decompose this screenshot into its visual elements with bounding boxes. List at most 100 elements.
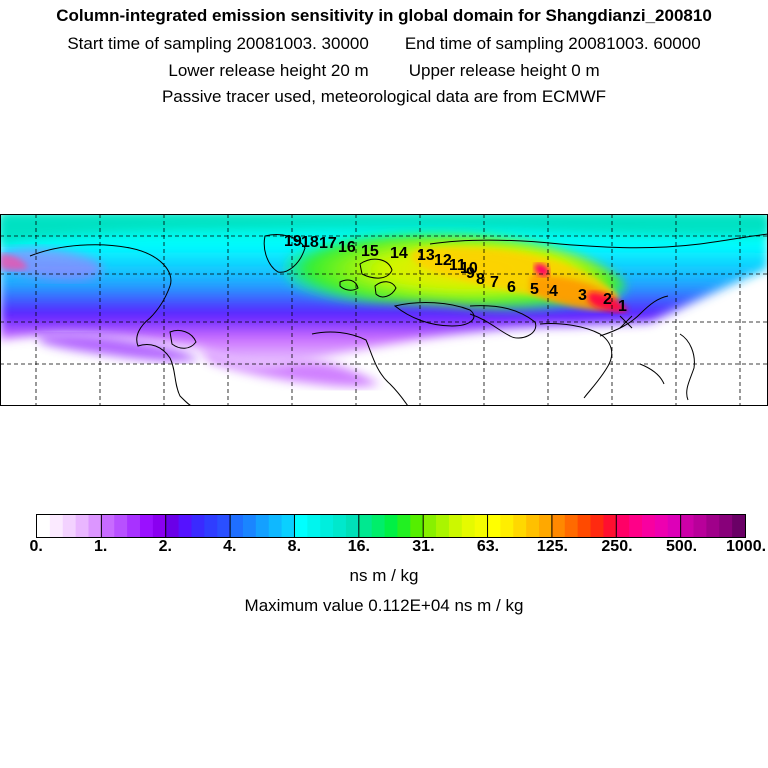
color-swatch xyxy=(307,515,321,537)
color-swatch xyxy=(526,515,540,537)
color-scale-tick-label: 250. xyxy=(601,538,633,555)
trajectory-label-10: 10 xyxy=(460,260,478,277)
color-swatch xyxy=(345,515,360,537)
color-swatch xyxy=(178,515,193,537)
color-scale-tick-label: 16. xyxy=(347,538,370,555)
trajectory-label-12: 12 xyxy=(434,252,452,269)
trajectory-label-6: 6 xyxy=(507,279,516,296)
color-scale-tick-label: 31. xyxy=(412,538,435,555)
trajectory-label-11: 11 xyxy=(449,257,466,274)
color-swatch xyxy=(577,515,592,537)
tracer-note: Passive tracer used, meteorological data… xyxy=(161,87,607,106)
color-swatch xyxy=(152,515,167,537)
trajectory-label-16: 16 xyxy=(338,239,356,256)
color-swatch xyxy=(114,515,128,537)
trajectory-label-3: 3 xyxy=(578,287,587,304)
color-swatch xyxy=(255,515,270,537)
station-marker xyxy=(619,315,633,329)
color-swatch xyxy=(732,515,746,537)
color-swatch xyxy=(165,515,180,537)
color-swatch xyxy=(654,515,669,537)
trajectory-label-14: 14 xyxy=(390,245,408,262)
lower-release-label: Lower release height 20 m xyxy=(168,61,369,80)
color-swatch xyxy=(603,515,617,537)
color-swatch xyxy=(230,515,244,537)
color-swatch xyxy=(564,515,579,537)
color-swatch xyxy=(667,515,682,537)
color-swatch xyxy=(680,515,695,537)
color-swatch xyxy=(642,515,656,537)
trajectory-label-5: 5 xyxy=(530,281,539,298)
trajectory-label-8: 8 xyxy=(476,271,485,288)
trajectory-label-17: 17 xyxy=(319,235,337,252)
color-swatch xyxy=(461,515,476,537)
color-swatch xyxy=(397,515,411,537)
color-swatch xyxy=(448,515,463,537)
color-scale-swatches xyxy=(36,514,746,538)
color-swatch xyxy=(616,515,630,537)
trajectory-label-15: 15 xyxy=(361,243,379,260)
color-scale-tick-label: 4. xyxy=(223,538,237,555)
color-swatch xyxy=(139,515,154,537)
color-swatch xyxy=(706,515,720,537)
color-swatch xyxy=(358,515,373,537)
color-scale-tick-label: 63. xyxy=(476,538,500,555)
trajectory-label-13: 13 xyxy=(417,247,435,264)
maximum-value-label: Maximum value 0.112E+04 ns m / kg xyxy=(244,596,524,615)
color-swatch xyxy=(88,515,102,537)
color-swatch xyxy=(37,515,51,537)
color-swatch xyxy=(101,515,115,537)
trajectory-label-18: 18 xyxy=(301,234,319,251)
color-swatch xyxy=(384,515,399,537)
color-scale-tick-label: 0. xyxy=(29,538,43,555)
release-heights: Lower release height 20 m Upper release h… xyxy=(0,61,768,81)
color-scale-frame xyxy=(36,514,746,538)
trajectory-label-4: 4 xyxy=(549,283,558,300)
color-scale-bar xyxy=(36,514,746,538)
color-swatch xyxy=(294,515,308,537)
start-time-label: Start time of sampling 20081003. 30000 xyxy=(67,34,369,53)
trajectory-label-19: 19 xyxy=(284,233,302,250)
color-swatch xyxy=(423,515,437,537)
color-swatch xyxy=(204,515,218,537)
color-swatch xyxy=(487,515,502,537)
color-swatch xyxy=(268,515,283,537)
color-scale-tick-label: 8. xyxy=(287,538,302,555)
color-scale-tick-label: 1. xyxy=(94,538,108,555)
color-scale-tick-label: 2. xyxy=(158,538,172,555)
end-time-label: End time of sampling 20081003. 60000 xyxy=(404,34,701,53)
graticule xyxy=(0,214,768,406)
color-scale-unit: ns m / kg xyxy=(349,566,419,585)
sensitivity-field xyxy=(0,214,768,406)
color-swatch xyxy=(551,515,566,537)
color-swatch xyxy=(513,515,527,537)
color-swatch xyxy=(191,515,205,537)
color-swatch xyxy=(127,515,141,537)
color-swatch xyxy=(217,515,231,537)
color-swatch xyxy=(333,515,347,537)
color-swatch xyxy=(281,515,296,537)
trajectory-label-9: 9 xyxy=(466,265,475,282)
color-swatch xyxy=(242,515,257,537)
color-swatch xyxy=(49,515,64,537)
trajectory-label-1: 1 xyxy=(618,298,627,315)
color-swatch xyxy=(75,515,90,537)
plot-title: Column-integrated emission sensitivity i… xyxy=(56,6,712,25)
sampling-times: Start time of sampling 20081003. 30000 En… xyxy=(0,34,768,54)
color-swatch xyxy=(500,515,514,537)
color-swatch xyxy=(371,515,386,537)
color-swatch xyxy=(474,515,489,537)
coastlines xyxy=(29,233,768,406)
color-scale-tick-label: 500. xyxy=(665,538,698,555)
color-swatch xyxy=(410,515,424,537)
color-scale-tick-label: 1000. xyxy=(726,538,767,555)
color-swatch xyxy=(719,515,733,537)
color-swatch xyxy=(62,515,77,537)
upper-release-label: Upper release height 0 m xyxy=(408,61,600,80)
trajectory-label-2: 2 xyxy=(603,291,612,308)
color-swatch xyxy=(693,515,707,537)
color-swatch xyxy=(539,515,553,537)
color-swatch xyxy=(590,515,604,537)
